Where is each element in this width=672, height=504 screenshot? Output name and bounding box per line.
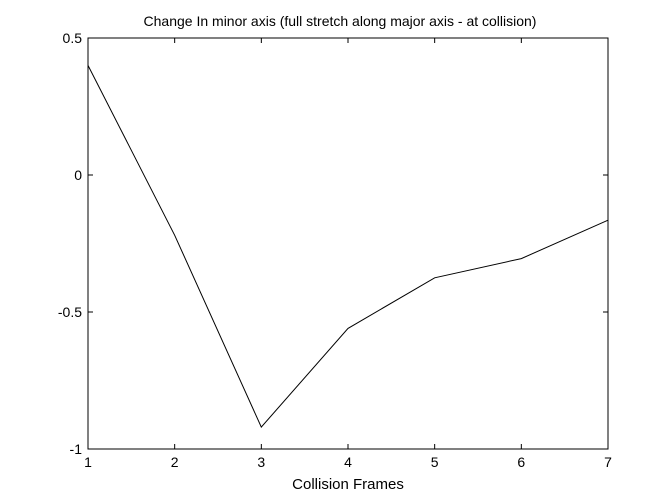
y-axis: -1 -0.5 0 0.5 [58,30,608,457]
x-tick-label: 4 [344,454,352,470]
x-axis: 1 2 3 4 5 6 7 [84,38,612,470]
x-tick-label: 5 [431,454,439,470]
series-layer [87,65,609,429]
x-tick-label: 2 [171,454,179,470]
y-tick-label: -1 [70,441,83,457]
series-line [87,65,609,429]
x-tick-label: 6 [517,454,525,470]
x-tick-label: 7 [604,454,612,470]
chart-title: Change In minor axis (full stretch along… [144,13,537,29]
y-tick-label: -0.5 [58,304,82,320]
x-axis-label: Collision Frames [292,476,404,493]
y-tick-label: 0.5 [63,30,83,46]
x-tick-label: 3 [257,454,265,470]
x-tick-label: 1 [84,454,92,470]
y-tick-label: 0 [74,167,82,183]
